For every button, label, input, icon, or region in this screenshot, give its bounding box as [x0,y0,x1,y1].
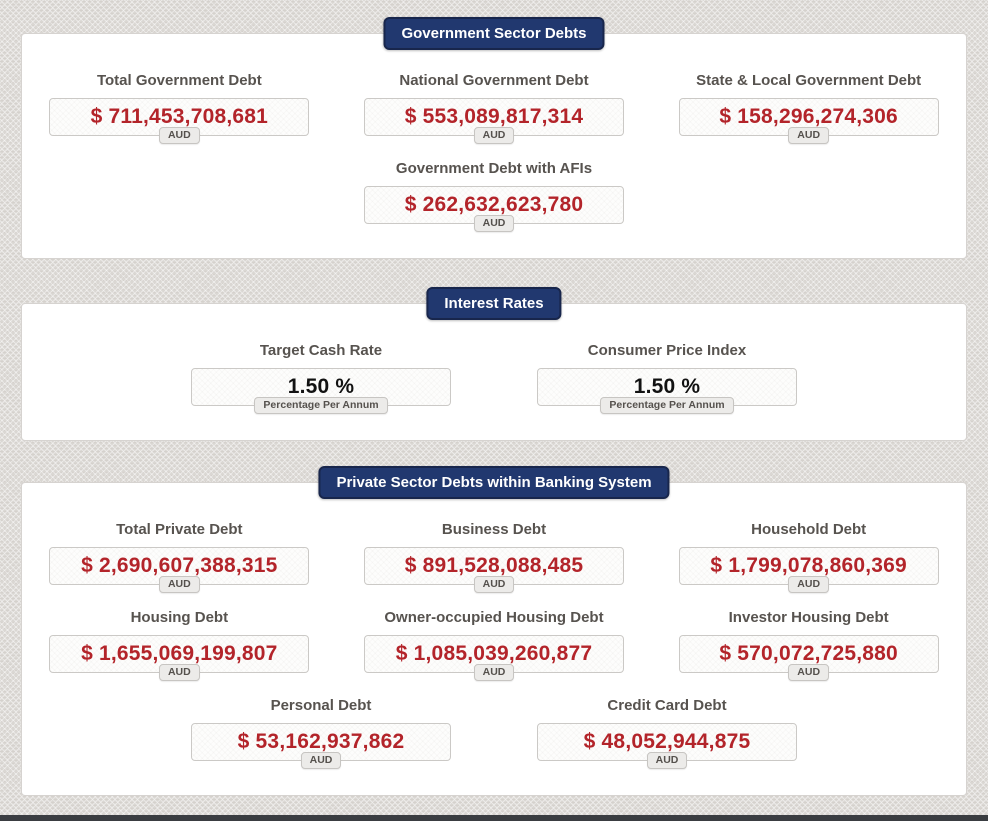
stat-value: $ 711,453,708,681 [90,105,269,128]
stat-label: Personal Debt [270,697,372,714]
unit-badge: AUD [473,576,515,593]
stat-label: Credit Card Debt [607,697,727,714]
stat-cell: Investor Housing Debt $ 570,072,725,880 … [659,609,959,681]
stat-row: Government Debt with AFIs $ 262,632,623,… [22,160,966,232]
stat-label: Owner-occupied Housing Debt [384,609,604,626]
section-rows: Total Government Debt $ 711,453,708,681 … [22,72,966,232]
unit-badge: AUD [788,127,830,144]
stat-cell: Total Private Debt $ 2,690,607,388,315 A… [29,521,329,593]
stat-row: Total Private Debt $ 2,690,607,388,315 A… [22,521,966,593]
unit-badge: AUD [473,127,515,144]
unit-badge: AUD [300,752,342,769]
unit-badge: AUD [158,664,200,681]
bottom-bar [0,815,988,821]
unit-badge: Percentage Per Annum [600,397,734,414]
stat-value: 1.50 % [633,375,701,398]
stat-label: Total Private Debt [116,521,243,538]
stat-value-box: $ 53,162,937,862 [191,723,451,761]
stat-value-box: $ 2,690,607,388,315 [49,547,310,585]
stat-label: Investor Housing Debt [728,609,889,626]
unit-badge: AUD [788,664,830,681]
section-rows: Total Private Debt $ 2,690,607,388,315 A… [22,521,966,769]
stat-value: $ 1,799,078,860,369 [710,554,907,577]
section-title-badge: Government Sector Debts [383,17,605,50]
stat-value: $ 262,632,623,780 [404,193,584,216]
unit-badge: AUD [473,664,515,681]
stat-cell: Personal Debt $ 53,162,937,862 AUD [171,697,471,769]
section-title-badge: Private Sector Debts within Banking Syst… [318,466,670,499]
section-panel: Government Sector Debts Total Government… [21,17,967,259]
stat-value: $ 2,690,607,388,315 [81,554,278,577]
stat-value-box: $ 711,453,708,681 [49,98,310,136]
stat-cell: Business Debt $ 891,528,088,485 AUD [344,521,644,593]
section-rows: Target Cash Rate 1.50 % Percentage Per A… [22,342,966,414]
stat-label: Business Debt [441,521,547,538]
stat-label: Housing Debt [130,609,229,626]
stat-label: Household Debt [751,521,867,538]
stat-value: 1.50 % [287,375,355,398]
unit-badge: AUD [788,576,830,593]
stat-value: $ 570,072,725,880 [719,642,898,665]
debt-dashboard: Government Sector Debts Total Government… [0,17,988,796]
stat-cell: Housing Debt $ 1,655,069,199,807 AUD [29,609,329,681]
unit-badge: AUD [158,576,200,593]
stat-cell: National Government Debt $ 553,089,817,3… [344,72,644,144]
stat-cell: Owner-occupied Housing Debt $ 1,085,039,… [344,609,644,681]
stat-value: $ 891,528,088,485 [404,554,584,577]
stat-value: $ 1,085,039,260,877 [395,642,593,665]
stat-cell: Credit Card Debt $ 48,052,944,875 AUD [517,697,817,769]
stat-row: Total Government Debt $ 711,453,708,681 … [22,72,966,144]
stat-value-box: $ 570,072,725,880 [678,635,939,673]
unit-badge: AUD [158,127,200,144]
stat-label: Total Government Debt [96,72,262,89]
stat-row: Personal Debt $ 53,162,937,862 AUD Credi… [22,697,966,769]
stat-cell: Target Cash Rate 1.50 % Percentage Per A… [171,342,471,414]
stat-cell: State & Local Government Debt $ 158,296,… [659,72,959,144]
section-title-badge: Interest Rates [426,287,562,320]
unit-badge: Percentage Per Annum [254,397,388,414]
stat-label: Consumer Price Index [587,342,747,359]
stat-label: National Government Debt [399,72,589,89]
stat-value: $ 48,052,944,875 [583,730,751,753]
stat-value: $ 158,296,274,306 [719,105,898,128]
stat-cell: Government Debt with AFIs $ 262,632,623,… [344,160,644,232]
stat-label: Government Debt with AFIs [395,160,593,177]
section-panel: Private Sector Debts within Banking Syst… [21,466,967,796]
unit-badge: AUD [473,215,515,232]
stat-value: $ 553,089,817,314 [404,105,584,128]
stat-value: $ 53,162,937,862 [237,730,405,753]
unit-badge: AUD [646,752,688,769]
stat-value: $ 1,655,069,199,807 [81,642,278,665]
stat-cell: Total Government Debt $ 711,453,708,681 … [29,72,329,144]
stat-label: Target Cash Rate [259,342,383,359]
section-panel: Interest Rates Target Cash Rate 1.50 % P… [21,287,967,441]
stat-cell: Consumer Price Index 1.50 % Percentage P… [517,342,817,414]
stat-row: Target Cash Rate 1.50 % Percentage Per A… [22,342,966,414]
stat-label: State & Local Government Debt [696,72,922,89]
stat-cell: Household Debt $ 1,799,078,860,369 AUD [659,521,959,593]
stat-row: Housing Debt $ 1,655,069,199,807 AUD Own… [22,609,966,681]
